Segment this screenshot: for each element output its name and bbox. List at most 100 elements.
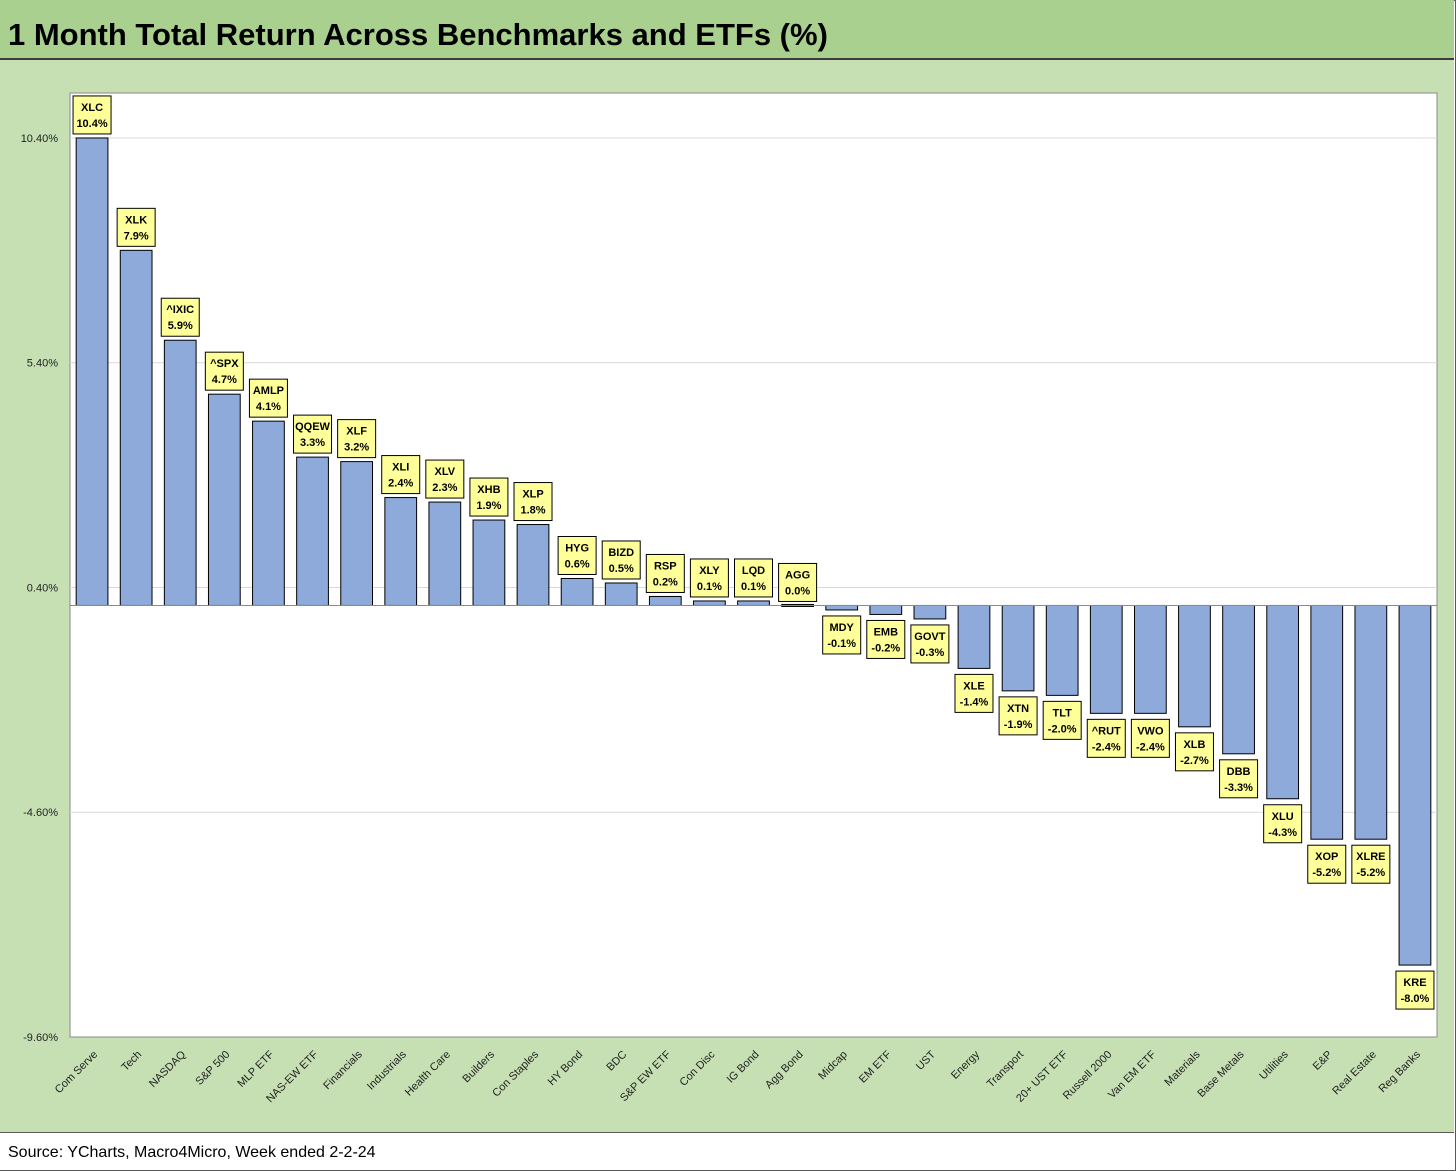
x-tick-label: Financials xyxy=(321,1048,365,1092)
data-label-value: 1.8% xyxy=(520,505,545,517)
data-label-box xyxy=(1307,844,1347,884)
x-tick-label: Con Disc xyxy=(677,1048,717,1088)
data-label-box xyxy=(425,459,465,499)
data-label-ticker: GOVT xyxy=(914,631,945,643)
data-label: LQD 0.1% xyxy=(734,558,773,598)
data-label-ticker: TLT xyxy=(1053,707,1073,719)
data-label-box xyxy=(293,414,333,454)
data-label-box xyxy=(866,619,906,659)
bar xyxy=(1310,604,1344,840)
data-label-box xyxy=(513,482,553,522)
data-label-box xyxy=(910,624,950,664)
bar xyxy=(252,420,285,606)
data-label-box xyxy=(1174,732,1214,772)
data-label-ticker: AMLP xyxy=(253,385,284,397)
data-label-ticker: HYG xyxy=(565,542,589,554)
data-label: EMB -0.2% xyxy=(866,619,906,659)
x-tick-label: UST xyxy=(914,1048,938,1072)
x-tick-label: EM ETF xyxy=(857,1048,894,1085)
data-label-box xyxy=(469,477,509,517)
chart-title: 1 Month Total Return Across Benchmarks a… xyxy=(8,17,828,52)
data-label-box xyxy=(601,540,641,580)
data-label-value: -3.3% xyxy=(1224,782,1253,794)
x-tick-label: BDC xyxy=(604,1049,629,1074)
data-label-value: 5.9% xyxy=(168,320,193,332)
data-label: ^IXIC 5.9% xyxy=(160,297,200,337)
data-label-value: -2.4% xyxy=(1092,741,1121,753)
data-label-value: 0.1% xyxy=(741,581,766,593)
data-label: DBB -3.3% xyxy=(1219,759,1259,799)
data-label-box xyxy=(689,558,729,598)
data-label-value: 0.1% xyxy=(697,581,722,593)
data-label-value: 7.9% xyxy=(124,230,149,242)
x-tick-label: Builders xyxy=(460,1048,497,1085)
data-label-ticker: XLI xyxy=(392,462,409,474)
bar xyxy=(1045,604,1079,696)
data-label: XLRE -5.2% xyxy=(1351,844,1391,884)
data-label-value: -1.4% xyxy=(960,696,989,708)
bar xyxy=(75,137,109,606)
data-label-value: -8.0% xyxy=(1401,993,1430,1005)
data-label: GOVT -0.3% xyxy=(910,624,950,664)
data-label-value: -0.3% xyxy=(916,647,945,659)
data-label-ticker: EMB xyxy=(874,626,899,638)
x-tick-label: Materials xyxy=(1163,1048,1203,1088)
source-bar: Source: YCharts, Macro4Micro, Week ended… xyxy=(0,1132,1454,1170)
data-label-value: 2.3% xyxy=(432,482,457,494)
bar xyxy=(163,339,197,606)
x-tick-label: Utilities xyxy=(1257,1048,1291,1082)
data-label-value: -4.3% xyxy=(1268,827,1297,839)
x-tick-label: Agg Bond xyxy=(763,1049,806,1092)
bar xyxy=(1089,604,1123,714)
x-tick-label: Real Estate xyxy=(1330,1049,1379,1098)
bar xyxy=(1354,604,1388,840)
data-label: XLF 3.2% xyxy=(337,419,377,459)
data-label-box xyxy=(954,673,994,713)
data-label: HYG 0.6% xyxy=(557,535,597,575)
x-tick-label: MLP ETF xyxy=(235,1048,276,1089)
data-label-ticker: XLRE xyxy=(1356,851,1385,863)
bar xyxy=(119,249,153,606)
bar xyxy=(913,604,947,620)
bar xyxy=(1178,604,1211,728)
data-label-box xyxy=(1086,718,1126,758)
data-label-box xyxy=(1219,759,1259,799)
bar xyxy=(869,604,903,615)
data-label-ticker: XOP xyxy=(1315,851,1338,863)
data-label: RSP 0.2% xyxy=(645,553,685,593)
data-label-box xyxy=(822,615,862,655)
y-tick-label: 5.40% xyxy=(27,358,58,370)
data-label: XLI 2.4% xyxy=(381,455,421,495)
y-tick-label: -4.60% xyxy=(23,807,58,819)
data-label-box xyxy=(160,297,200,337)
data-label: QQEW 3.3% xyxy=(293,414,333,454)
data-label-ticker: AGG xyxy=(785,569,810,581)
data-label-box xyxy=(204,351,244,391)
bar xyxy=(737,600,770,606)
y-axis-ticks: 10.40% 5.40% 0.40% -4.60% -9.60% xyxy=(21,133,59,1044)
data-label: MDY -0.1% xyxy=(822,615,862,655)
data-label-value: 0.5% xyxy=(609,563,634,575)
x-tick-label: Energy xyxy=(949,1048,982,1081)
x-tick-label: Midcap xyxy=(816,1049,850,1083)
data-label: AGG 0.0% xyxy=(778,562,818,602)
bar xyxy=(604,582,638,606)
data-label: ^RUT -2.4% xyxy=(1086,718,1126,758)
bar xyxy=(825,604,859,611)
data-label-box xyxy=(381,455,421,495)
bar xyxy=(296,456,329,606)
data-label-box xyxy=(1351,844,1391,884)
data-label-box xyxy=(116,207,156,247)
x-tick-label: Com Serve xyxy=(53,1049,100,1096)
data-label-box xyxy=(778,562,818,602)
data-label-ticker: DBB xyxy=(1227,766,1251,778)
data-label: XLU -4.3% xyxy=(1263,804,1303,844)
bar xyxy=(560,577,594,606)
bar xyxy=(384,497,418,606)
data-label-ticker: ^RUT xyxy=(1092,725,1121,737)
title-bar: 1 Month Total Return Across Benchmarks a… xyxy=(0,0,1454,60)
data-label-ticker: VWO xyxy=(1137,725,1164,737)
data-label-box xyxy=(248,378,288,418)
x-tick-label: HY Bond xyxy=(546,1049,585,1088)
data-label-box xyxy=(998,696,1038,736)
